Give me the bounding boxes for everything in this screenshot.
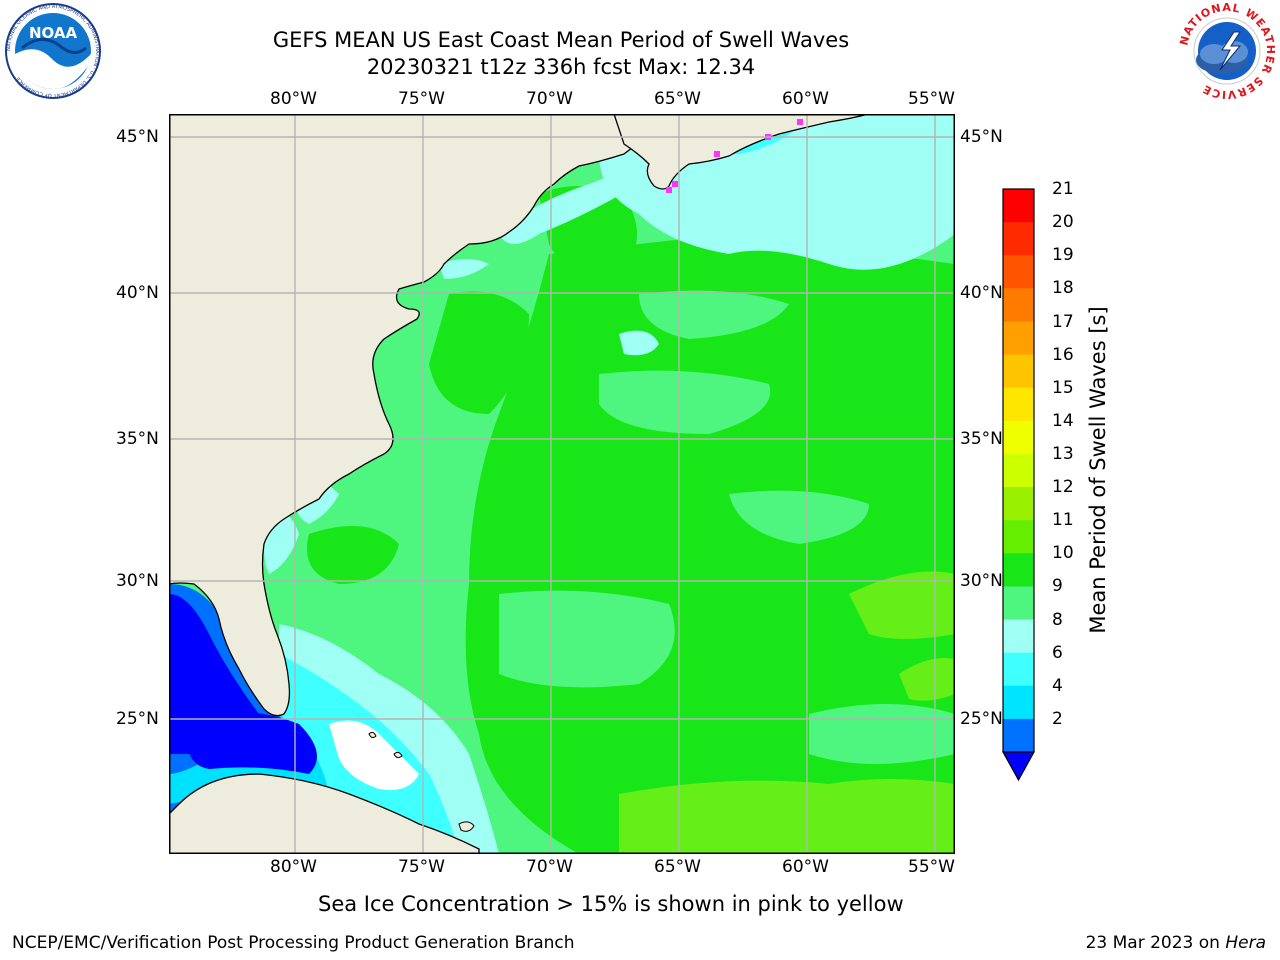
noaa-logo-text: NOAA xyxy=(29,24,78,42)
island xyxy=(368,731,377,739)
colorbar-segment xyxy=(1003,189,1034,223)
lat-label-right: 35°N xyxy=(960,429,1003,449)
lat-label-left: 30°N xyxy=(116,571,159,591)
swell-region-11-12 xyxy=(619,779,955,854)
lon-label-top: 70°W xyxy=(526,89,573,109)
land xyxy=(169,773,480,854)
swell-period-map xyxy=(169,114,955,854)
colorbar-tick-label: 4 xyxy=(1052,675,1063,696)
lat-label-right: 30°N xyxy=(960,571,1003,591)
footer-host: Hera xyxy=(1225,933,1266,953)
lon-label-bottom: 55°W xyxy=(908,857,955,877)
swell-region-10-11 xyxy=(429,291,529,414)
colorbar-tick-label: 13 xyxy=(1052,443,1074,464)
sea-ice-cell xyxy=(797,119,803,125)
colorbar-tick-label: 20 xyxy=(1052,212,1074,233)
colorbar-tick-label: 8 xyxy=(1052,609,1063,630)
colorbar-tick-label: 15 xyxy=(1052,377,1074,398)
colorbar-under-triangle xyxy=(1002,751,1036,782)
sea-ice-cell xyxy=(714,151,720,157)
colorbar-tick-label: 17 xyxy=(1052,311,1074,332)
chart-subtitle: 20230321 t12z 336h fcst Max: 12.34 xyxy=(366,55,756,79)
colorbar-segment xyxy=(1003,387,1034,422)
lon-label-bottom: 70°W xyxy=(526,857,573,877)
colorbar-segment xyxy=(1003,354,1034,389)
graticule xyxy=(169,114,955,854)
colorbar-tick-label: 11 xyxy=(1052,510,1074,531)
island xyxy=(458,821,475,832)
colorbar-tick-label: 9 xyxy=(1052,576,1063,597)
colorbar-tick-label: 21 xyxy=(1052,179,1074,199)
lat-label-right: 25°N xyxy=(960,709,1003,729)
colorbar-frame xyxy=(1002,188,1035,753)
swell-region-10-11 xyxy=(465,234,955,854)
colorbar xyxy=(1002,188,1036,782)
swell-region-9-10 xyxy=(599,370,771,434)
lon-label-bottom: 75°W xyxy=(398,857,445,877)
footer-date: 23 Mar 2023 on Hera xyxy=(1086,933,1266,953)
lon-label-bottom: 60°W xyxy=(782,857,829,877)
lat-label-right: 45°N xyxy=(960,127,1003,147)
colorbar-segment xyxy=(1003,685,1034,720)
footer-credit: NCEP/EMC/Verification Post Processing Pr… xyxy=(12,933,575,953)
colorbar-segment xyxy=(1003,619,1034,654)
lon-label-top: 80°W xyxy=(270,89,317,109)
lon-label-top: 65°W xyxy=(654,89,701,109)
shallow-water-mask xyxy=(329,720,419,790)
swell-region-8-9 xyxy=(619,330,659,356)
sea-ice-cell xyxy=(666,187,672,193)
colorbar-tick-label: 14 xyxy=(1052,410,1074,431)
lon-label-bottom: 65°W xyxy=(654,857,701,877)
land xyxy=(169,114,690,717)
swell-region-9-10 xyxy=(729,490,869,544)
colorbar-segment xyxy=(1003,288,1034,322)
colorbar-title: Mean Period of Swell Waves [s] xyxy=(1086,306,1110,634)
colorbar-tick-label: 18 xyxy=(1052,278,1074,299)
lat-label-left: 45°N xyxy=(116,127,159,147)
footer-date-text: 23 Mar 2023 on xyxy=(1085,933,1226,953)
colorbar-tick-label: 6 xyxy=(1052,642,1063,663)
lon-label-bottom: 80°W xyxy=(270,857,317,877)
swell-region-9-10 xyxy=(809,704,955,764)
lon-label-top: 75°W xyxy=(398,89,445,109)
colorbar-segment xyxy=(1003,255,1034,289)
colorbar-segment xyxy=(1003,420,1034,455)
colorbar-segment xyxy=(1003,453,1034,488)
colorbar-segment xyxy=(1003,718,1034,753)
swell-region-lt2 xyxy=(186,710,317,774)
colorbar-segment xyxy=(1003,487,1034,521)
colorbar-segment xyxy=(1003,586,1034,621)
nws-logo: NATIONAL WEATHER SERVICE xyxy=(1177,2,1276,100)
lon-label-top: 55°W xyxy=(908,89,955,109)
island xyxy=(393,751,403,759)
colorbar-tick-label: 19 xyxy=(1052,245,1074,266)
noaa-logo: NOAA NATIONAL OCEANIC AND ATMOSPHERIC AD… xyxy=(5,3,101,99)
colorbar-segment xyxy=(1003,520,1034,554)
lat-label-right: 40°N xyxy=(960,283,1003,303)
swell-region-11-12 xyxy=(849,571,955,639)
swell-region-10-11 xyxy=(307,526,399,584)
lat-label-left: 35°N xyxy=(116,429,159,449)
colorbar-tick-label: 16 xyxy=(1052,344,1074,365)
lat-label-left: 25°N xyxy=(116,709,159,729)
colorbar-tick-label: 12 xyxy=(1052,477,1074,498)
sea-ice-cell xyxy=(672,181,678,187)
sea-ice-note: Sea Ice Concentration > 15% is shown in … xyxy=(318,892,904,916)
colorbar-tick-label: 2 xyxy=(1052,708,1063,729)
colorbar-segment xyxy=(1003,321,1034,356)
colorbar-segment xyxy=(1003,222,1034,256)
chart-title: GEFS MEAN US East Coast Mean Period of S… xyxy=(272,28,850,52)
colorbar-segment xyxy=(1003,652,1034,687)
lon-label-top: 60°W xyxy=(782,89,829,109)
lat-label-left: 40°N xyxy=(116,283,159,303)
map-frame xyxy=(169,114,955,854)
colorbar-tick-label: 10 xyxy=(1052,543,1074,564)
swell-region-9-10 xyxy=(639,290,789,339)
colorbar-segment xyxy=(1003,553,1034,587)
swell-region-9-10 xyxy=(499,590,675,688)
swell-region-8-9 xyxy=(439,259,489,279)
swell-region-11-12 xyxy=(899,658,955,701)
